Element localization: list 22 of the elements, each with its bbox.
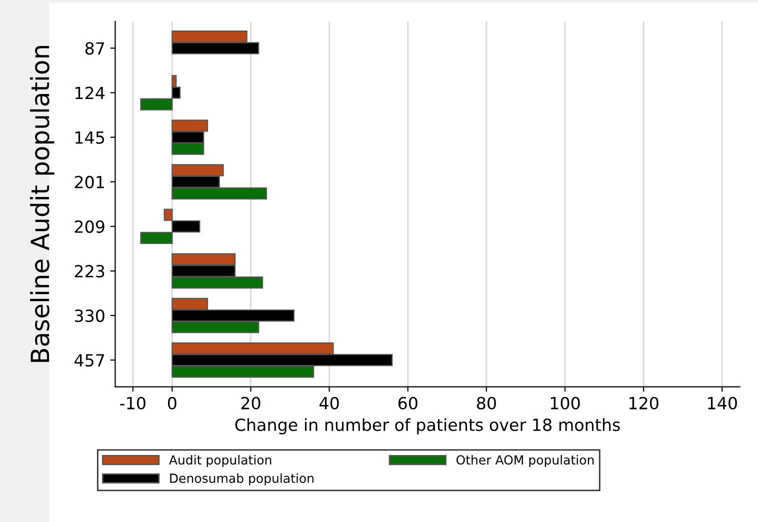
legend-label: Other AOM population xyxy=(456,454,594,468)
y-tick-label: 223 xyxy=(74,264,104,278)
y-tick-label: 145 xyxy=(76,131,104,144)
x-tick-label: 100 xyxy=(550,396,580,410)
y-axis-title: Baseline Audit population xyxy=(30,46,54,362)
x-axis-title: Change in number of patients over 18 months xyxy=(235,418,620,434)
y-tick-label: 209 xyxy=(74,220,104,233)
x-tick-label: 120 xyxy=(629,396,658,410)
x-tick-label: 40 xyxy=(320,396,339,410)
x-tick-label: 80 xyxy=(476,396,496,410)
legend-label: Audit population xyxy=(169,454,272,468)
y-tick-label: 87 xyxy=(85,42,104,55)
y-tick-label: 201 xyxy=(74,176,104,188)
x-tick-label: 140 xyxy=(708,396,737,410)
y-tick-label: 124 xyxy=(76,86,105,100)
x-tick-label: -10 xyxy=(120,396,146,410)
y-tick-label: 330 xyxy=(74,309,104,322)
y-tick-label: 457 xyxy=(74,354,104,367)
x-tick-label: 60 xyxy=(398,396,418,410)
x-tick-label: 20 xyxy=(241,396,260,410)
x-tick-label: 0 xyxy=(168,396,176,410)
legend-label: Denosumab population xyxy=(170,473,314,486)
